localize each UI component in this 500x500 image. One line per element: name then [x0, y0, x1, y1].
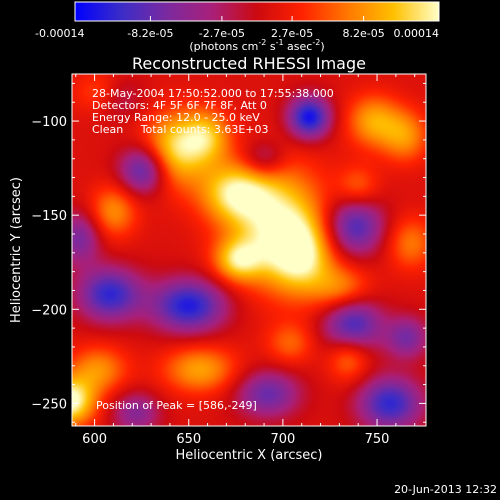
annotation-detectors: Detectors: 4F 5F 6F 7F 8F, Att 0 [92, 99, 267, 112]
x-tick-label: 700 [270, 432, 295, 447]
heatmap-image [72, 74, 426, 426]
x-tick-label: 750 [365, 432, 390, 447]
colorbar-ticks: -0.00014 -8.2e-05 -2.7e-05 2.7e-05 8.2e-05 0.… [35, 16, 440, 40]
annotation-clean-counts: Clean Total counts: 3.63E+03 [92, 123, 269, 136]
annotation-energy-range: Energy Range: 12.0 - 25.0 keV [92, 111, 260, 124]
colorbar-tick-label: -0.00014 [35, 27, 84, 40]
y-axis-label: Heliocentric Y (arcsec) [9, 177, 24, 323]
y-axis: −250 −200 −150 −100 [31, 82, 426, 423]
annotation-peak-position: Position of Peak = [586,-249] [96, 399, 257, 412]
x-axis: 600 650 700 750 [75, 74, 416, 447]
y-tick-label: −100 [31, 115, 67, 130]
colorbar-tick-label: -8.2e-05 [127, 27, 173, 40]
colorbar [74, 1, 440, 22]
y-tick-label: −150 [31, 209, 67, 224]
colorbar-units-label: (photons cm-2 s-1 asec-2) [189, 38, 324, 53]
annotation-block: 28-May-2004 17:50:52.000 to 17:55:38.000… [92, 87, 334, 136]
colorbar-tick-label: 0.00014 [394, 27, 440, 40]
y-tick-label: −250 [31, 397, 67, 412]
colorbar-tick-label: 2.7e-05 [271, 27, 313, 40]
x-axis-label: Heliocentric X (arcsec) [176, 448, 323, 463]
colorbar-tick-label: 8.2e-05 [342, 27, 384, 40]
chart-title: Reconstructed RHESSI Image [132, 54, 366, 73]
colorbar-tick-label: -2.7e-05 [199, 27, 245, 40]
plot-frame [71, 73, 427, 427]
annotation-time-range: 28-May-2004 17:50:52.000 to 17:55:38.000 [92, 87, 334, 100]
x-tick-label: 600 [82, 432, 107, 447]
y-tick-label: −200 [31, 303, 67, 318]
footer-timestamp: 20-Jun-2013 12:32 [394, 483, 497, 496]
x-tick-label: 650 [176, 432, 201, 447]
